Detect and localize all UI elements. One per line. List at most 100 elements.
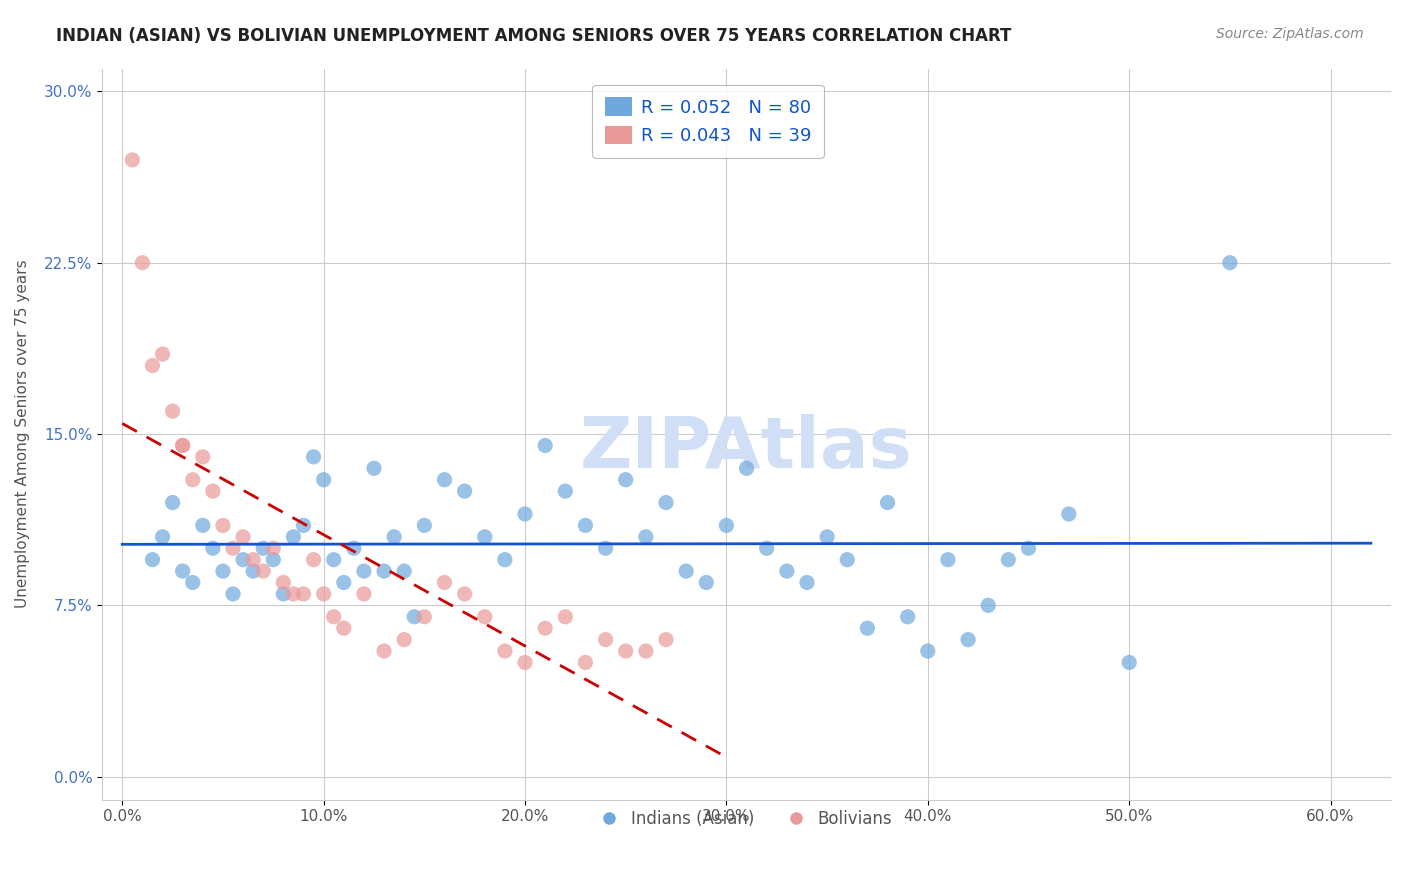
Point bbox=[1057, 507, 1080, 521]
Point bbox=[302, 450, 325, 464]
Point bbox=[283, 530, 305, 544]
Point bbox=[655, 495, 678, 509]
Point bbox=[897, 609, 920, 624]
Point bbox=[191, 518, 214, 533]
Point bbox=[262, 552, 284, 566]
Point bbox=[554, 609, 576, 624]
Point bbox=[917, 644, 939, 658]
Point bbox=[141, 359, 163, 373]
Point bbox=[634, 530, 657, 544]
Point bbox=[453, 587, 475, 601]
Point bbox=[977, 599, 1000, 613]
Point bbox=[212, 518, 235, 533]
Point bbox=[201, 484, 224, 499]
Point bbox=[212, 564, 235, 578]
Point bbox=[413, 518, 436, 533]
Point bbox=[404, 609, 426, 624]
Point bbox=[936, 552, 959, 566]
Point bbox=[242, 564, 264, 578]
Point bbox=[755, 541, 778, 556]
Point bbox=[363, 461, 385, 475]
Point bbox=[252, 564, 274, 578]
Point bbox=[152, 347, 174, 361]
Point bbox=[392, 632, 415, 647]
Text: INDIAN (ASIAN) VS BOLIVIAN UNEMPLOYMENT AMONG SENIORS OVER 75 YEARS CORRELATION : INDIAN (ASIAN) VS BOLIVIAN UNEMPLOYMENT … bbox=[56, 27, 1011, 45]
Point bbox=[474, 609, 496, 624]
Point bbox=[152, 530, 174, 544]
Point bbox=[292, 518, 315, 533]
Point bbox=[141, 552, 163, 566]
Point bbox=[181, 473, 204, 487]
Point bbox=[172, 564, 194, 578]
Point bbox=[433, 575, 456, 590]
Point bbox=[232, 552, 254, 566]
Point bbox=[121, 153, 143, 167]
Point bbox=[695, 575, 717, 590]
Point bbox=[162, 404, 184, 418]
Point bbox=[322, 552, 344, 566]
Point bbox=[1018, 541, 1040, 556]
Point bbox=[655, 632, 678, 647]
Point bbox=[675, 564, 697, 578]
Point bbox=[172, 438, 194, 452]
Point bbox=[1219, 255, 1241, 269]
Point bbox=[735, 461, 758, 475]
Point bbox=[796, 575, 818, 590]
Point bbox=[433, 473, 456, 487]
Point bbox=[232, 530, 254, 544]
Point bbox=[776, 564, 799, 578]
Point bbox=[353, 564, 375, 578]
Y-axis label: Unemployment Among Seniors over 75 years: Unemployment Among Seniors over 75 years bbox=[15, 260, 30, 608]
Point bbox=[312, 587, 335, 601]
Point bbox=[292, 587, 315, 601]
Point bbox=[453, 484, 475, 499]
Point bbox=[373, 564, 395, 578]
Point bbox=[574, 518, 596, 533]
Point bbox=[1118, 656, 1140, 670]
Point bbox=[273, 587, 295, 601]
Point bbox=[413, 609, 436, 624]
Point bbox=[513, 656, 536, 670]
Point bbox=[302, 552, 325, 566]
Legend: Indians (Asian), Bolivians: Indians (Asian), Bolivians bbox=[595, 804, 898, 835]
Point bbox=[172, 438, 194, 452]
Point bbox=[494, 552, 516, 566]
Point bbox=[181, 575, 204, 590]
Point bbox=[474, 530, 496, 544]
Point bbox=[997, 552, 1019, 566]
Point bbox=[382, 530, 405, 544]
Point bbox=[957, 632, 980, 647]
Point bbox=[554, 484, 576, 499]
Point bbox=[131, 255, 153, 269]
Point bbox=[574, 656, 596, 670]
Point bbox=[513, 507, 536, 521]
Point bbox=[373, 644, 395, 658]
Text: ZIPAtlas: ZIPAtlas bbox=[581, 414, 912, 483]
Point bbox=[312, 473, 335, 487]
Point bbox=[343, 541, 366, 556]
Point bbox=[494, 644, 516, 658]
Point bbox=[595, 632, 617, 647]
Point bbox=[273, 575, 295, 590]
Point bbox=[262, 541, 284, 556]
Point bbox=[222, 587, 245, 601]
Point bbox=[534, 438, 557, 452]
Point bbox=[534, 621, 557, 635]
Point bbox=[191, 450, 214, 464]
Point bbox=[815, 530, 838, 544]
Point bbox=[392, 564, 415, 578]
Point bbox=[595, 541, 617, 556]
Point bbox=[333, 621, 356, 635]
Point bbox=[333, 575, 356, 590]
Point bbox=[353, 587, 375, 601]
Point bbox=[716, 518, 738, 533]
Point bbox=[837, 552, 859, 566]
Point bbox=[614, 473, 637, 487]
Point bbox=[322, 609, 344, 624]
Text: Source: ZipAtlas.com: Source: ZipAtlas.com bbox=[1216, 27, 1364, 41]
Point bbox=[614, 644, 637, 658]
Point bbox=[634, 644, 657, 658]
Point bbox=[242, 552, 264, 566]
Point bbox=[222, 541, 245, 556]
Point bbox=[252, 541, 274, 556]
